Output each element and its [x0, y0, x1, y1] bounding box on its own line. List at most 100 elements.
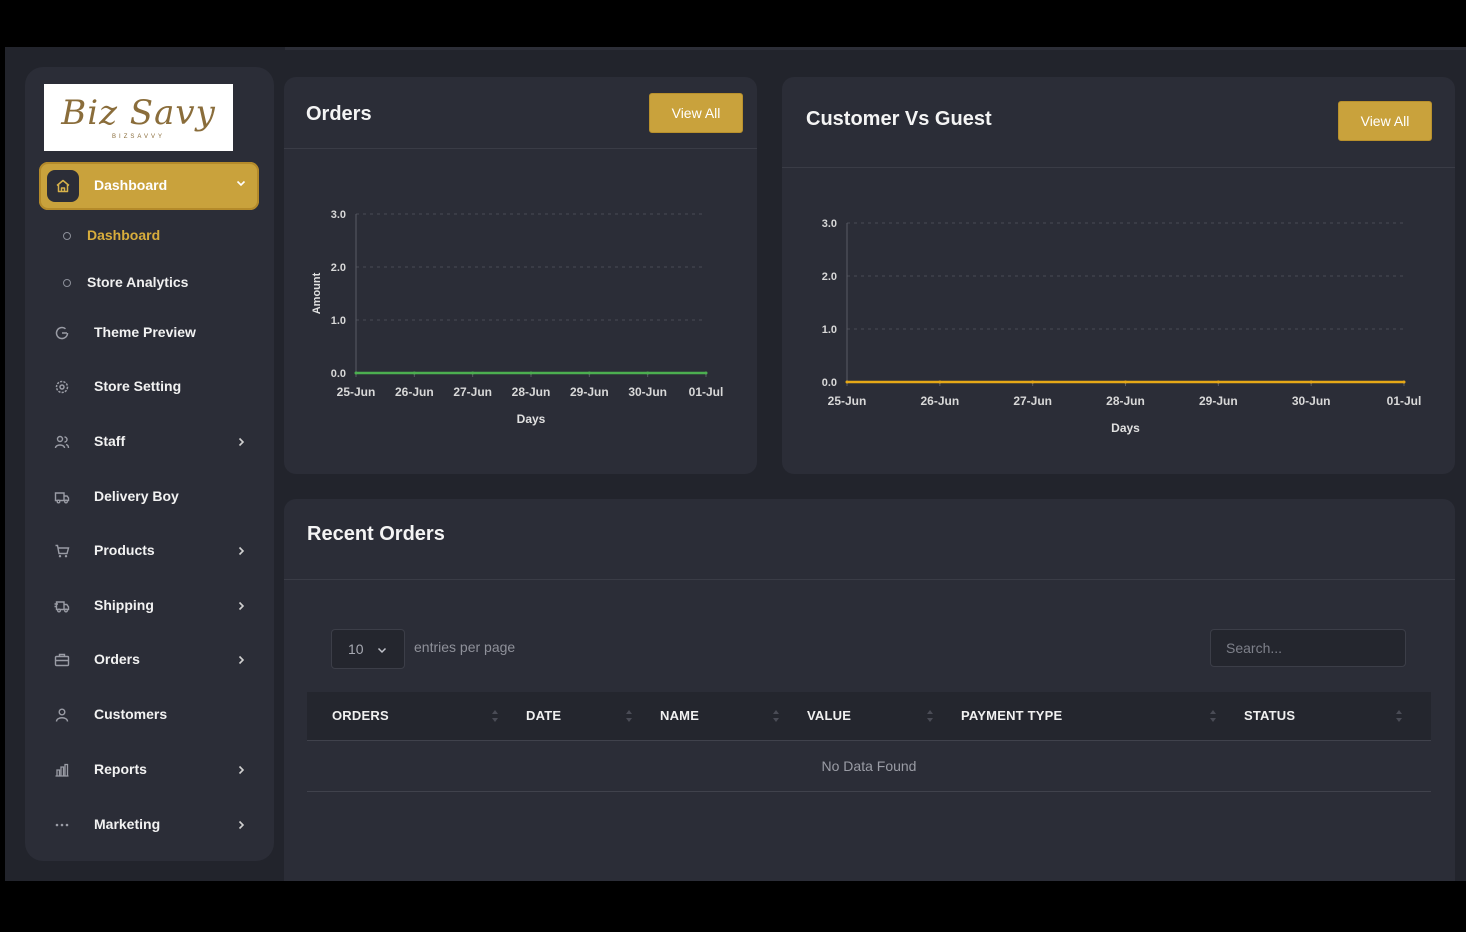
data-point: [529, 371, 533, 375]
x-tick-label: 01-Jul: [689, 385, 724, 399]
sort-icon[interactable]: [1209, 707, 1217, 725]
bullet-icon: [63, 232, 71, 241]
y-tick-label: 0.0: [331, 368, 346, 380]
data-point: [587, 371, 591, 375]
sidebar-item-label: Products: [94, 542, 155, 558]
sidebar-item-customers[interactable]: Customers: [39, 697, 259, 733]
data-point: [354, 371, 358, 375]
sort-icon[interactable]: [772, 707, 780, 725]
search-input[interactable]: [1210, 629, 1406, 667]
x-tick-label: 25-Jun: [337, 385, 376, 399]
card-divider: [782, 167, 1455, 168]
sidebar-item-label: Customers: [94, 706, 168, 722]
sidebar-item-label: Shipping: [94, 597, 154, 613]
sort-icon[interactable]: [491, 707, 499, 725]
data-point: [1402, 380, 1406, 384]
recent-orders-card: Recent Orders 10 entries per page ORDERS…: [284, 499, 1455, 881]
y-tick-label: 0.0: [822, 377, 837, 389]
sidebar-item-reports[interactable]: Reports: [39, 752, 259, 788]
logo-subtitle: BIZSAVVY: [112, 133, 165, 140]
sidebar-item-shipping[interactable]: Shipping: [39, 588, 259, 624]
sidebar: Biz Savy BIZSAVVY Dashboard Dashboard St…: [25, 67, 274, 861]
sidebar-item-products[interactable]: Products: [39, 533, 259, 569]
y-tick-label: 3.0: [822, 218, 837, 230]
theme-preview-icon: [53, 324, 71, 342]
x-tick-label: 27-Jun: [453, 385, 492, 399]
customer-vs-guest-line-chart: 0.0 1.0 2.0 3.0 25-Jun 26-Jun 27-Jun 28-Jun 29-J…: [822, 218, 1422, 435]
cart-icon: [53, 542, 71, 560]
column-header-payment-type[interactable]: PAYMENT TYPE: [961, 708, 1063, 723]
chevron-right-icon: [235, 818, 247, 836]
sort-icon[interactable]: [1395, 707, 1403, 725]
users-icon: [53, 433, 71, 451]
data-point: [938, 380, 942, 384]
sidebar-item-label: Theme Preview: [94, 324, 196, 340]
y-tick-label: 1.0: [331, 315, 346, 327]
sidebar-item-label: Marketing: [94, 816, 161, 832]
data-point: [1309, 380, 1313, 384]
x-tick-label: 25-Jun: [828, 394, 867, 408]
x-tick-label: 30-Jun: [628, 385, 667, 399]
chevron-right-icon: [235, 653, 247, 671]
data-point: [412, 371, 416, 375]
sidebar-item-label: Dashboard: [94, 177, 168, 193]
data-point: [845, 380, 849, 384]
sidebar-item-dashboard[interactable]: Dashboard: [39, 162, 259, 210]
x-axis-title: Days: [517, 412, 546, 426]
column-header-status[interactable]: STATUS: [1244, 708, 1296, 723]
briefcase-icon: [53, 651, 71, 669]
y-tick-label: 1.0: [822, 324, 837, 336]
customer-vs-guest-card: Customer Vs Guest View All 0.0 1.0 2.0 3.0 2…: [782, 77, 1455, 474]
column-header-orders[interactable]: ORDERS: [332, 708, 389, 723]
x-tick-label: 01-Jul: [1387, 394, 1422, 408]
column-header-name[interactable]: NAME: [660, 708, 700, 723]
sort-icon[interactable]: [625, 707, 633, 725]
chevron-down-icon: [376, 643, 388, 661]
sidebar-item-marketing[interactable]: Marketing: [39, 807, 259, 843]
orders-view-all-button[interactable]: View All: [649, 93, 743, 133]
subitem-dashboard[interactable]: Dashboard: [63, 227, 160, 243]
sidebar-item-label: Reports: [94, 761, 147, 777]
data-point: [1124, 380, 1127, 384]
sort-icon[interactable]: [926, 707, 934, 725]
bar-chart-icon: [53, 761, 71, 779]
truck-icon: [53, 488, 71, 506]
data-point: [1031, 380, 1035, 384]
x-tick-label: 29-Jun: [1199, 394, 1238, 408]
entries-per-page-label: entries per page: [414, 639, 516, 655]
shipping-icon: [53, 597, 71, 615]
x-tick-label: 28-Jun: [512, 385, 551, 399]
subitem-store-analytics[interactable]: Store Analytics: [63, 274, 188, 290]
y-tick-label: 2.0: [331, 262, 346, 274]
column-header-value[interactable]: VALUE: [807, 708, 852, 723]
user-icon: [53, 706, 71, 724]
sidebar-item-label: Delivery Boy: [94, 488, 179, 504]
customer-view-all-button[interactable]: View All: [1338, 101, 1432, 141]
sidebar-item-store-setting[interactable]: Store Setting: [39, 369, 259, 405]
x-tick-label: 30-Jun: [1292, 394, 1331, 408]
subitem-label: Store Analytics: [87, 274, 189, 290]
home-icon: [47, 170, 79, 202]
data-point: [471, 371, 475, 375]
x-axis-title: Days: [1111, 421, 1140, 435]
entries-per-page-select[interactable]: 10: [331, 629, 405, 669]
data-point: [1216, 380, 1220, 384]
x-tick-label: 28-Jun: [1106, 394, 1145, 408]
sidebar-item-orders[interactable]: Orders: [39, 642, 259, 678]
recent-orders-title: Recent Orders: [307, 523, 445, 545]
orders-card-title: Orders: [306, 103, 372, 125]
chevron-down-icon: [235, 176, 247, 194]
sidebar-item-staff[interactable]: Staff: [39, 424, 259, 460]
y-tick-label: 3.0: [331, 209, 346, 221]
data-point: [646, 371, 650, 375]
x-tick-label: 29-Jun: [570, 385, 609, 399]
customer-card-title: Customer Vs Guest: [806, 108, 992, 130]
column-header-date[interactable]: DATE: [526, 708, 562, 723]
chevron-right-icon: [235, 599, 247, 617]
subitem-label: Dashboard: [87, 227, 161, 243]
sidebar-item-delivery-boy[interactable]: Delivery Boy: [39, 479, 259, 515]
brand-logo[interactable]: Biz Savy BIZSAVVY: [44, 84, 233, 151]
more-icon: [53, 816, 71, 834]
sidebar-item-theme-preview[interactable]: Theme Preview: [39, 315, 259, 351]
logo-script: Biz Savy: [61, 92, 216, 133]
